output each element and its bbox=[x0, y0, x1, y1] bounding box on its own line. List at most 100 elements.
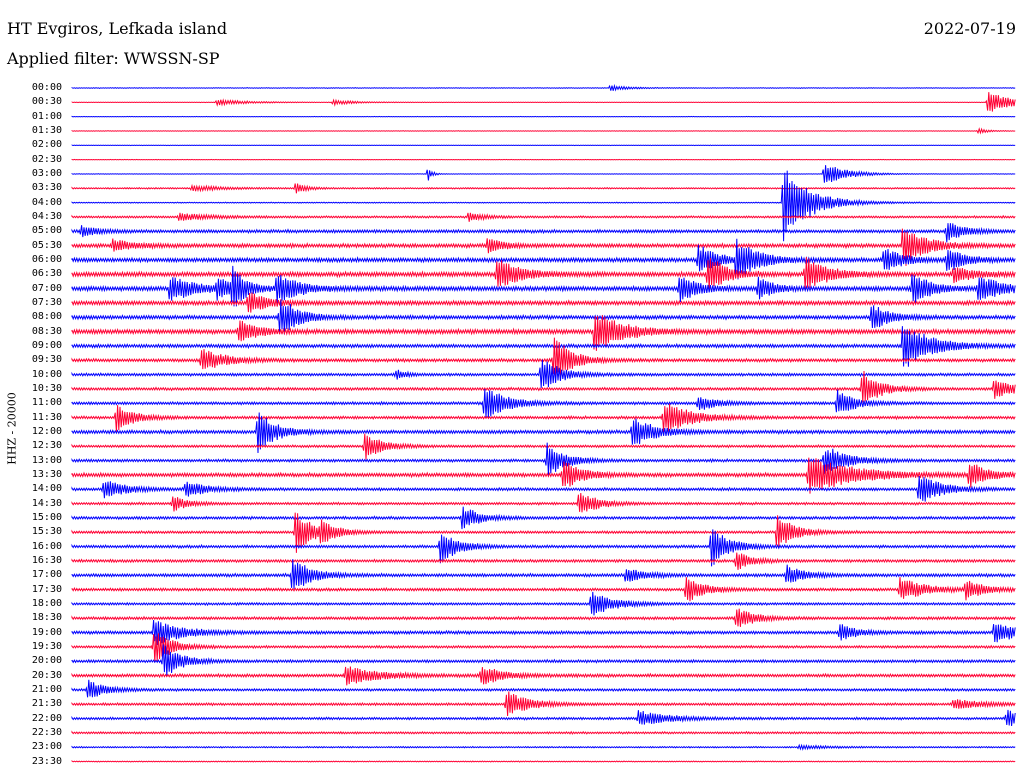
time-label: 21:30 bbox=[31, 698, 62, 710]
time-label: 20:00 bbox=[31, 655, 62, 667]
time-label: 03:00 bbox=[31, 167, 62, 179]
seismic-trace bbox=[71, 228, 1016, 266]
seismic-trace bbox=[71, 326, 1016, 367]
seismic-trace bbox=[71, 743, 1016, 751]
time-label: 02:00 bbox=[31, 139, 62, 151]
time-label: 13:30 bbox=[31, 468, 62, 480]
seismic-trace bbox=[71, 212, 1016, 222]
seismic-trace bbox=[71, 512, 1016, 553]
seismic-trace bbox=[71, 158, 1016, 161]
seismic-trace bbox=[71, 633, 1016, 663]
time-label: 10:00 bbox=[31, 368, 62, 380]
time-label: 02:30 bbox=[31, 153, 62, 165]
time-label: 04:30 bbox=[31, 210, 62, 222]
seismic-trace bbox=[71, 92, 1016, 112]
seismic-trace bbox=[71, 183, 1016, 194]
seismic-trace bbox=[71, 666, 1016, 686]
time-label: 14:00 bbox=[31, 483, 62, 495]
time-label: 06:30 bbox=[31, 268, 62, 280]
time-label: 23:30 bbox=[31, 755, 62, 767]
seismic-trace bbox=[71, 165, 1016, 183]
seismic-trace bbox=[71, 115, 1016, 118]
time-label: 22:30 bbox=[31, 726, 62, 738]
time-label: 22:00 bbox=[31, 712, 62, 724]
time-label: 21:00 bbox=[31, 683, 62, 695]
time-label: 14:30 bbox=[31, 497, 62, 509]
seismic-trace bbox=[71, 403, 1016, 433]
time-label: 01:00 bbox=[31, 110, 62, 122]
seismic-trace bbox=[71, 608, 1016, 627]
time-axis-labels: 00:00 00:30 01:00 01:30 02:00 02:30 03:00 03:30… bbox=[0, 0, 66, 780]
time-label: 05:00 bbox=[31, 225, 62, 237]
seismic-trace bbox=[71, 552, 1016, 570]
seismic-trace bbox=[71, 506, 1016, 530]
seismic-trace bbox=[71, 388, 1016, 418]
time-label: 19:00 bbox=[31, 626, 62, 638]
seismic-trace bbox=[71, 170, 1016, 242]
time-label: 23:00 bbox=[31, 741, 62, 753]
record-date: 2022-07-19 bbox=[923, 19, 1016, 38]
seismic-trace bbox=[71, 457, 1016, 494]
seismic-trace bbox=[71, 730, 1016, 735]
time-label: 18:00 bbox=[31, 597, 62, 609]
time-label: 01:30 bbox=[31, 124, 62, 136]
seismic-trace bbox=[71, 709, 1016, 726]
seismic-trace bbox=[71, 529, 1016, 567]
time-label: 04:00 bbox=[31, 196, 62, 208]
time-label: 07:30 bbox=[31, 296, 62, 308]
time-label: 09:00 bbox=[31, 339, 62, 351]
station-title: HT Evgiros, Lefkada island bbox=[7, 19, 228, 38]
seismic-trace bbox=[71, 433, 1016, 460]
filter-label: Applied filter: WWSSN-SP bbox=[7, 49, 220, 68]
time-label: 17:00 bbox=[31, 569, 62, 581]
time-label: 15:30 bbox=[31, 526, 62, 538]
seismic-trace bbox=[71, 223, 1016, 243]
time-label: 06:00 bbox=[31, 253, 62, 265]
seismic-trace bbox=[71, 238, 1016, 280]
seismic-trace bbox=[71, 83, 1016, 92]
time-label: 08:00 bbox=[31, 311, 62, 323]
time-label: 17:30 bbox=[31, 583, 62, 595]
seismic-trace bbox=[71, 691, 1016, 717]
seismic-trace bbox=[71, 577, 1016, 602]
time-label: 19:30 bbox=[31, 640, 62, 652]
time-label: 07:00 bbox=[31, 282, 62, 294]
time-label: 11:30 bbox=[31, 411, 62, 423]
seismic-trace bbox=[71, 644, 1016, 677]
time-label: 03:30 bbox=[31, 182, 62, 194]
time-label: 09:30 bbox=[31, 354, 62, 366]
seismic-trace bbox=[71, 359, 1016, 388]
time-label: 10:30 bbox=[31, 382, 62, 394]
seismic-trace bbox=[71, 442, 1016, 477]
time-label: 00:00 bbox=[31, 82, 62, 93]
seismic-trace bbox=[71, 127, 1016, 135]
time-label: 20:30 bbox=[31, 669, 62, 681]
seismic-trace bbox=[71, 591, 1016, 616]
time-label: 05:30 bbox=[31, 239, 62, 251]
time-label: 16:30 bbox=[31, 554, 62, 566]
time-label: 11:00 bbox=[31, 397, 62, 409]
seismic-trace bbox=[71, 256, 1016, 291]
seismic-trace bbox=[71, 144, 1016, 147]
time-label: 12:30 bbox=[31, 440, 62, 452]
seismic-trace bbox=[71, 337, 1016, 378]
time-label: 00:30 bbox=[31, 96, 62, 108]
seismic-trace bbox=[71, 760, 1016, 763]
time-label: 16:00 bbox=[31, 540, 62, 552]
time-label: 08:30 bbox=[31, 325, 62, 337]
seismic-trace bbox=[71, 265, 1016, 307]
seismic-trace bbox=[71, 300, 1016, 335]
seismic-trace bbox=[71, 619, 1016, 646]
time-label: 15:00 bbox=[31, 511, 62, 523]
seismic-trace bbox=[71, 412, 1016, 454]
seismic-trace bbox=[71, 679, 1016, 698]
seismic-trace bbox=[71, 559, 1016, 589]
time-label: 12:00 bbox=[31, 425, 62, 437]
seismic-trace bbox=[71, 492, 1016, 513]
seismic-trace bbox=[71, 475, 1016, 502]
seismic-trace bbox=[71, 315, 1016, 351]
time-label: 18:30 bbox=[31, 612, 62, 624]
seismic-trace bbox=[71, 370, 1016, 403]
time-label: 13:00 bbox=[31, 454, 62, 466]
